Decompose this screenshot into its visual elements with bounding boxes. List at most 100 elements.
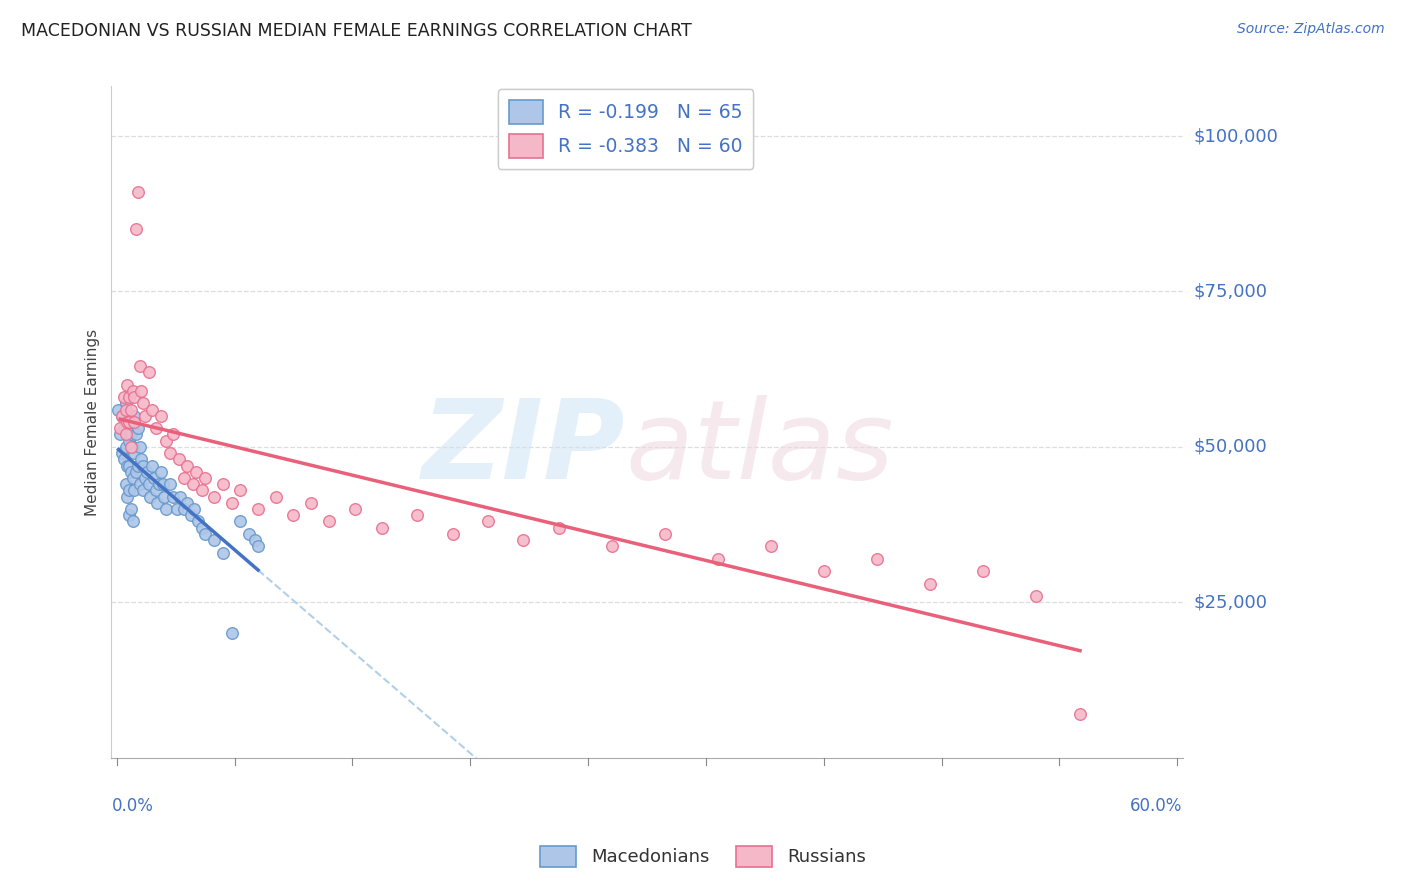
Point [117,377,139,392]
Point [114,402,136,417]
Point [127,458,149,473]
Point [159,477,181,491]
Text: atlas: atlas [626,395,894,502]
Point [211,477,233,491]
Point [1025,589,1047,603]
Point [283,508,305,523]
Point [176,458,198,473]
Point [813,564,835,578]
Text: MACEDONIAN VS RUSSIAN MEDIAN FEMALE EARNINGS CORRELATION CHART: MACEDONIAN VS RUSSIAN MEDIAN FEMALE EARN… [21,22,692,40]
Point [146,496,169,510]
Point [706,551,728,566]
Point [194,527,217,541]
Point [167,452,190,467]
Point [117,415,139,429]
Text: $100,000: $100,000 [1194,127,1278,145]
Point [477,515,499,529]
Legend: Macedonians, Russians: Macedonians, Russians [533,838,873,874]
Point [141,458,163,473]
Point [120,427,142,442]
Point [117,490,139,504]
Point [112,421,135,435]
Text: $25,000: $25,000 [1194,593,1268,611]
Point [132,396,155,410]
Text: Source: ZipAtlas.com: Source: ZipAtlas.com [1237,22,1385,37]
Point [118,434,141,448]
Point [120,465,142,479]
Point [118,508,141,523]
Point [132,458,155,473]
Point [654,527,676,541]
Point [918,576,941,591]
Point [149,409,172,423]
Point [194,471,217,485]
Point [162,490,184,504]
Point [120,402,142,417]
Point [139,490,162,504]
Point [120,502,142,516]
Point [512,533,534,548]
Point [221,496,243,510]
Y-axis label: Median Female Earnings: Median Female Earnings [86,328,100,516]
Point [149,465,172,479]
Point [111,409,134,423]
Point [152,477,174,491]
Point [128,359,150,373]
Point [118,415,141,429]
Point [107,402,129,417]
Point [406,508,429,523]
Point [124,415,146,429]
Point [318,515,340,529]
Point [972,564,994,578]
Point [264,490,287,504]
Text: 0.0%: 0.0% [111,797,153,814]
Point [111,446,134,460]
Point [1069,707,1091,722]
Point [202,490,225,504]
Point [128,440,150,454]
Point [112,390,135,404]
Point [118,458,141,473]
Point [114,427,136,442]
Point [120,440,142,454]
Point [243,533,266,548]
Point [141,402,163,417]
Point [117,458,139,473]
Text: $50,000: $50,000 [1194,438,1267,456]
Point [166,502,188,516]
Point [187,515,209,529]
Point [110,427,132,442]
Point [114,477,136,491]
Point [121,384,143,398]
Point [238,527,260,541]
Point [127,185,149,199]
Point [117,415,139,429]
Point [371,521,394,535]
Point [145,483,167,498]
Point [134,471,156,485]
Point [142,471,165,485]
Point [155,502,177,516]
Point [221,626,243,640]
Point [148,477,170,491]
Point [138,477,160,491]
Point [124,390,146,404]
Point [114,396,136,410]
Point [155,434,177,448]
Point [176,496,198,510]
Point [125,427,148,442]
Point [229,515,252,529]
Point [127,421,149,435]
Point [183,502,205,516]
Point [138,365,160,379]
Point [159,446,181,460]
Point [112,452,135,467]
Point [866,551,889,566]
Point [121,440,143,454]
Point [121,515,143,529]
Text: $75,000: $75,000 [1194,283,1268,301]
Point [135,465,157,479]
Point [181,477,204,491]
Point [153,490,176,504]
Point [173,502,195,516]
